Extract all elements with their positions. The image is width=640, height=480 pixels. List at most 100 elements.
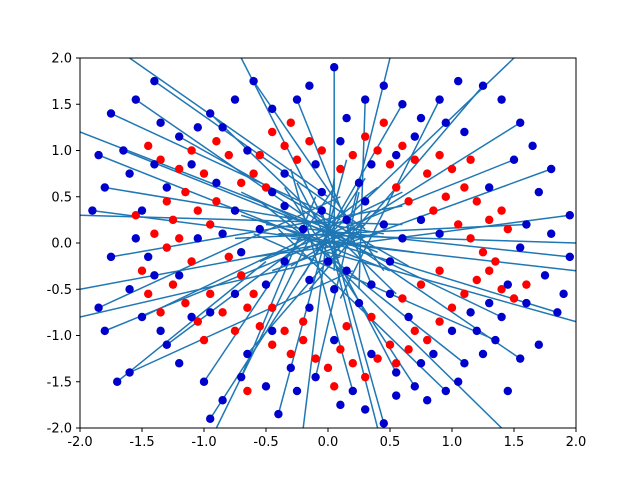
red-point-90 (503, 224, 512, 234)
blue-point-137 (354, 178, 364, 188)
red-point-43 (435, 317, 444, 326)
blue-point-87 (261, 280, 271, 289)
red-point-6 (224, 150, 233, 160)
blue-point-44 (547, 229, 556, 238)
red-point-93 (137, 266, 147, 275)
line-segment-41 (296, 182, 397, 373)
blue-point-100 (447, 326, 457, 336)
red-point-12 (206, 220, 215, 229)
red-point-91 (491, 257, 500, 266)
blue-point-121 (150, 271, 159, 280)
blue-point-77 (379, 220, 388, 229)
x-axis: -2.0 -1.5 -1.0 -0.5 0.0 0.5 1.0 1.5 2.0 (67, 428, 586, 450)
blue-point-19 (218, 396, 227, 405)
line-segment-59 (215, 238, 311, 428)
red-point-17 (187, 257, 196, 266)
red-point-59 (435, 150, 444, 160)
blue-point-110 (392, 150, 401, 160)
blue-point-26 (348, 386, 357, 396)
blue-point-38 (516, 354, 525, 363)
line-segment-39 (259, 159, 515, 263)
blue-point-94 (268, 326, 277, 336)
line-segment-36 (209, 112, 397, 295)
line-segment-13 (209, 177, 366, 420)
blue-point-74 (317, 187, 326, 197)
x-tick-label-3: -0.5 (253, 435, 278, 450)
blue-point-78 (398, 234, 407, 243)
blue-point-135 (509, 155, 519, 164)
red-point-77 (404, 197, 413, 206)
red-point-46 (472, 275, 481, 285)
blue-point-22 (274, 409, 283, 419)
blue-point-52 (454, 76, 463, 86)
red-point-55 (497, 206, 506, 215)
line-segment-30 (339, 99, 441, 299)
blue-point-70 (230, 206, 240, 215)
line-segment-44 (234, 223, 527, 240)
blue-point-61 (292, 95, 302, 104)
blue-point-120 (131, 234, 140, 243)
red-point-74 (249, 169, 258, 178)
y-tick-label-3: -0.5 (47, 283, 72, 298)
red-point-30 (286, 349, 295, 359)
blue-point-67 (175, 132, 184, 141)
red-point-47 (485, 266, 494, 275)
blue-point-4 (150, 76, 159, 86)
blue-point-0 (113, 377, 122, 386)
blue-point-64 (230, 95, 240, 104)
red-point-84 (416, 280, 426, 289)
blue-point-6 (100, 183, 110, 192)
blue-point-30 (410, 382, 419, 391)
blue-point-66 (193, 123, 202, 132)
blue-point-92 (206, 308, 215, 317)
red-point-94 (330, 382, 339, 391)
blue-point-124 (187, 312, 196, 322)
red-point-13 (212, 197, 221, 206)
red-point-89 (268, 303, 277, 312)
blue-point-84 (323, 257, 333, 266)
red-point-57 (460, 183, 469, 192)
blue-point-9 (94, 303, 103, 312)
blue-point-113 (311, 160, 320, 169)
blue-point-98 (404, 312, 413, 322)
red-point-7 (237, 178, 246, 188)
red-point-27 (255, 322, 264, 331)
blue-point-103 (503, 280, 512, 289)
blue-point-129 (392, 368, 401, 377)
red-point-95 (243, 386, 252, 396)
blue-point-104 (516, 243, 525, 252)
blue-point-72 (280, 201, 289, 211)
x-tick-label-2: -1.0 (191, 435, 216, 450)
red-point-50 (522, 280, 531, 289)
line-segment-52 (129, 58, 329, 198)
red-point-33 (323, 363, 333, 373)
red-point-21 (181, 298, 190, 308)
blue-point-107 (460, 127, 469, 137)
blue-point-111 (367, 160, 376, 169)
blue-point-2 (106, 109, 116, 118)
blue-point-71 (255, 224, 264, 234)
red-point-2 (175, 164, 184, 174)
red-point-5 (212, 137, 221, 146)
blue-point-79 (416, 215, 426, 225)
blue-point-69 (212, 178, 221, 188)
blue-point-101 (466, 308, 475, 317)
blue-point-7 (88, 206, 97, 215)
blue-point-35 (478, 349, 488, 359)
blue-point-41 (559, 289, 568, 299)
blue-point-29 (392, 391, 401, 400)
plot-area (80, 58, 576, 428)
red-point-63 (385, 160, 395, 169)
blue-point-25 (336, 400, 345, 410)
y-tick-label-6: 1.0 (51, 144, 72, 159)
blue-point-119 (150, 160, 159, 169)
blue-point-16 (175, 359, 184, 368)
blue-point-86 (280, 257, 289, 266)
blue-point-5 (94, 150, 103, 160)
line-segment-24 (240, 214, 558, 314)
red-point-4 (199, 169, 209, 178)
red-point-71 (280, 141, 289, 151)
blue-point-37 (503, 386, 512, 396)
red-point-1 (156, 155, 165, 164)
blue-point-36 (491, 335, 500, 345)
